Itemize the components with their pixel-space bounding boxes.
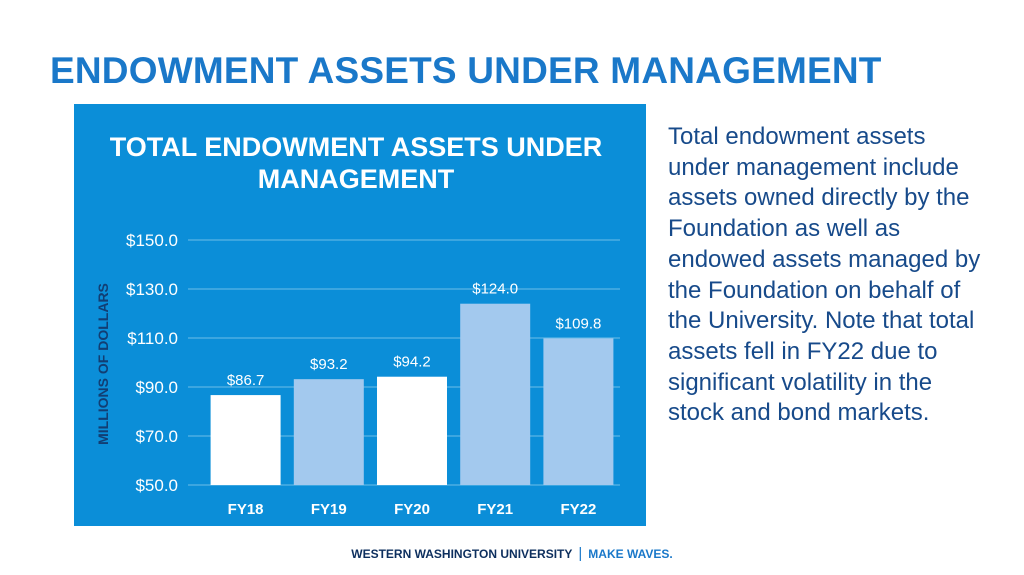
page-title: ENDOWMENT ASSETS UNDER MANAGEMENT [50, 50, 882, 91]
bars [210, 303, 614, 485]
data-labels: $86.7 $93.2 $94.2 $124.0 $109.8 [227, 281, 602, 389]
y-tick-labels: $50.0 $70.0 $90.0 $110.0 $130.0 $150.0 [126, 231, 178, 495]
bar [543, 338, 614, 485]
x-tick-label: FY20 [394, 501, 430, 518]
x-tick-label: FY19 [311, 501, 347, 518]
y-tick-label: $50.0 [135, 476, 178, 495]
y-tick-label: $110.0 [127, 329, 178, 348]
y-axis-title: MILLIONS OF DOLLARS [95, 283, 111, 445]
data-label: $94.2 [393, 354, 431, 371]
footer-tagline: MAKE WAVES. [588, 547, 673, 561]
bar-chart: TOTAL ENDOWMENT ASSETS UNDER MANAGEMENT … [95, 132, 620, 518]
x-tick-label: FY22 [560, 501, 596, 518]
chart-title-line-1: TOTAL ENDOWMENT ASSETS UNDER [110, 132, 603, 162]
y-tick-label: $150.0 [126, 231, 178, 250]
footer-university: WESTERN WASHINGTON UNIVERSITY [351, 547, 573, 561]
data-label: $124.0 [472, 281, 518, 298]
data-label: $93.2 [310, 356, 348, 373]
x-tick-label: FY21 [477, 501, 513, 518]
y-tick-label: $130.0 [126, 280, 178, 299]
footer: WESTERN WASHINGTON UNIVERSITY | MAKE WAVES… [0, 545, 1024, 562]
bar [460, 303, 531, 485]
chart-panel: TOTAL ENDOWMENT ASSETS UNDER MANAGEMENT … [74, 104, 646, 526]
x-tick-labels: FY18 FY19 FY20 FY21 FY22 [228, 501, 597, 518]
bar [293, 379, 364, 485]
data-label: $109.8 [555, 315, 601, 332]
y-tick-label: $70.0 [135, 427, 178, 446]
bar [377, 376, 447, 485]
bar [210, 395, 281, 485]
footer-separator: | [578, 545, 583, 562]
chart-title-line-2: MANAGEMENT [258, 164, 455, 194]
x-tick-label: FY18 [228, 501, 264, 518]
data-label: $86.7 [227, 372, 265, 389]
description-text: Total endowment assets under management … [668, 123, 981, 427]
y-tick-label: $90.0 [135, 378, 178, 397]
